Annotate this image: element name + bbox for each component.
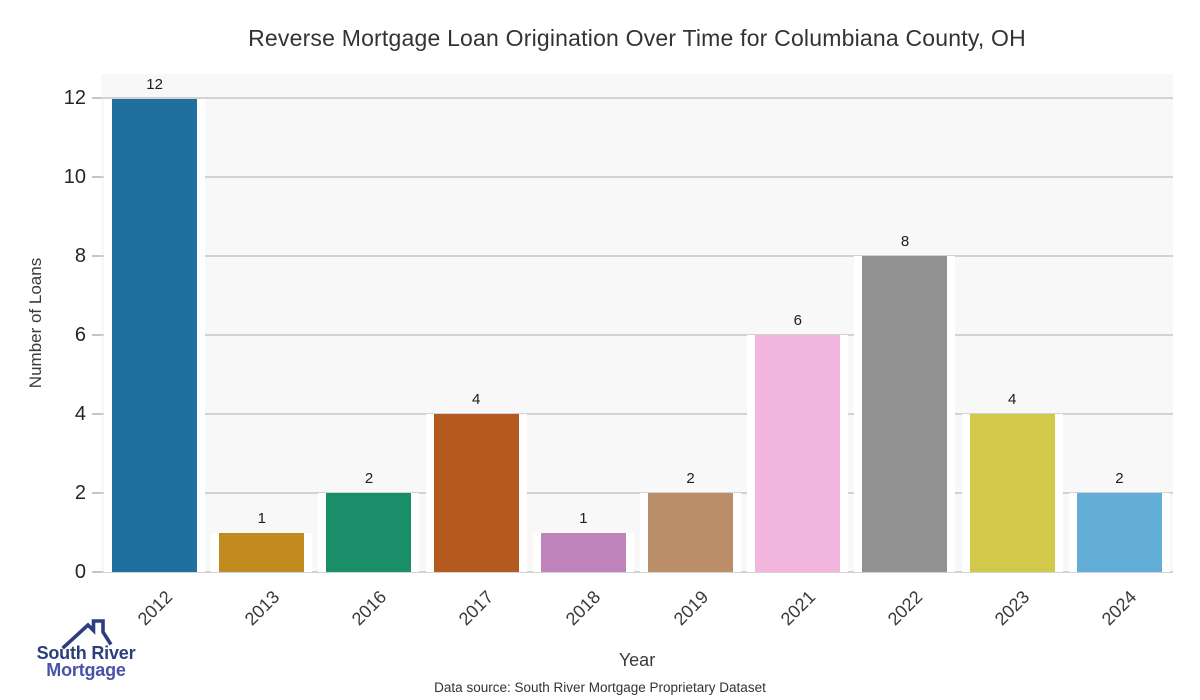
y-tick-mark-10 <box>92 176 101 178</box>
bar-2013 <box>211 533 313 572</box>
x-tick-label-2013: 2013 <box>240 586 283 629</box>
x-tick-label-2022: 2022 <box>883 586 926 629</box>
y-tick-mark-12 <box>92 97 101 100</box>
gridline-y12 <box>101 97 1173 100</box>
bar-value-label-2016: 2 <box>364 470 374 487</box>
gridline-y2 <box>101 491 1173 494</box>
bar-value-label-2017: 4 <box>472 391 481 408</box>
y-tick-label-0: 0 <box>74 560 86 583</box>
y-tick-mark-8 <box>92 254 101 257</box>
house-roof-icon <box>61 619 113 650</box>
bar-2023 <box>961 414 1063 572</box>
y-tick-mark-0 <box>92 570 101 573</box>
y-tick-label-6: 6 <box>74 323 86 346</box>
gridline-y4 <box>101 412 1173 415</box>
y-tick-mark-6 <box>92 333 101 336</box>
bar-2018 <box>532 533 634 572</box>
south-river-mortgage-logo: South River Mortgage <box>20 612 150 684</box>
x-tick-label-2012: 2012 <box>133 586 176 629</box>
plot-area: 12 1 2 4 1 2 6 8 4 2 <box>101 74 1173 573</box>
x-tick-label-2016: 2016 <box>347 586 390 629</box>
logo-text-line1: South River <box>36 643 136 663</box>
bar-2019 <box>640 493 741 572</box>
y-tick-label-12: 12 <box>63 87 86 110</box>
x-tick-label-2018: 2018 <box>561 586 605 629</box>
gridline-y6 <box>101 333 1173 336</box>
y-tick-label-8: 8 <box>74 244 86 267</box>
bar-2016 <box>318 493 420 572</box>
bar-2017 <box>425 414 527 572</box>
chart-title: Reverse Mortgage Loan Origination Over T… <box>248 25 1026 51</box>
x-tick-label-2019: 2019 <box>669 586 712 629</box>
bar-value-label-2023: 4 <box>1008 391 1017 408</box>
bar-value-label-2013: 1 <box>257 510 266 527</box>
bar-value-label-2018: 1 <box>579 510 588 527</box>
x-tick-label-2024: 2024 <box>1097 586 1141 629</box>
x-tick-label-2021: 2021 <box>776 586 819 629</box>
gridline-y0 <box>101 570 1173 573</box>
bar-2021 <box>747 335 849 572</box>
gridline-y8 <box>101 254 1173 257</box>
gridline-y10 <box>101 176 1173 178</box>
bar-2012 <box>104 99 205 572</box>
x-tick-label-2023: 2023 <box>990 586 1034 629</box>
y-tick-mark-4 <box>92 412 101 415</box>
y-tick-mark-2 <box>92 491 101 494</box>
data-source-note: Data source: South River Mortgage Propri… <box>434 680 766 695</box>
bar-2022 <box>854 256 956 572</box>
logo-text-line2: Mortgage <box>46 660 126 680</box>
x-axis-title: Year <box>618 650 656 670</box>
bar-value-label-2022: 8 <box>900 233 910 250</box>
bar-value-label-2012: 12 <box>146 76 163 93</box>
x-tick-label-2017: 2017 <box>454 586 498 629</box>
bar-2024 <box>1068 493 1170 572</box>
bar-value-label-2019: 2 <box>686 470 695 487</box>
bar-value-label-2021: 6 <box>793 312 802 329</box>
y-tick-label-2: 2 <box>74 481 86 504</box>
bar-value-label-2024: 2 <box>1115 470 1124 487</box>
y-tick-label-10: 10 <box>63 166 86 188</box>
y-tick-label-4: 4 <box>74 402 86 425</box>
